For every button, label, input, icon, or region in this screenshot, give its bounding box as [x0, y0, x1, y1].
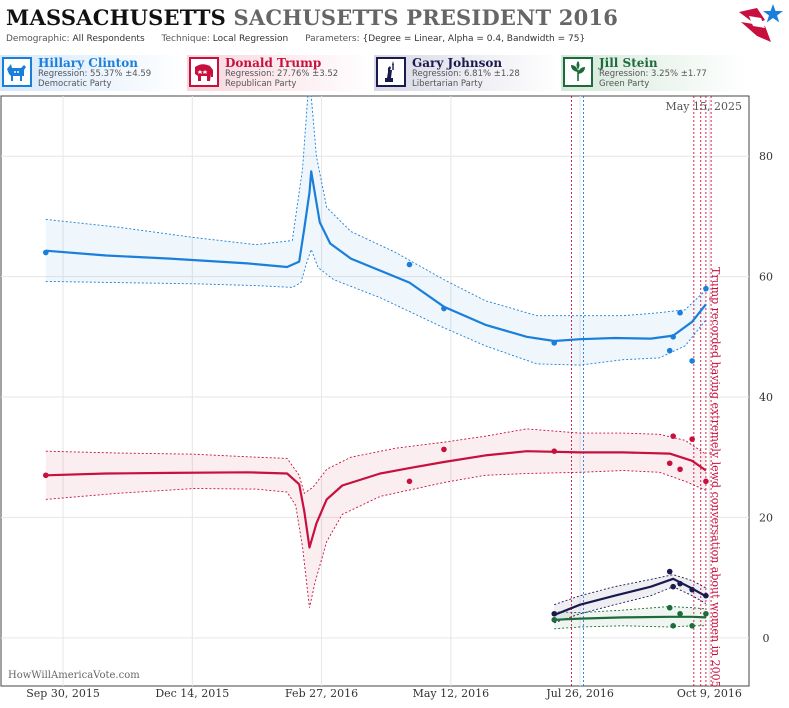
poll-point-hillary-clinton [551, 340, 558, 346]
lower-bound-gary-johnson [554, 586, 707, 624]
donkey-icon [2, 57, 32, 87]
y-tick-label: 40 [759, 391, 773, 404]
parameters-value: {Degree = Linear, Alpha = 0.4, Bandwidth… [362, 34, 586, 44]
parameters-label: Parameters: [305, 34, 360, 44]
poll-point-hillary-clinton [670, 334, 676, 340]
y-tick-label: 20 [759, 511, 773, 524]
x-tick-label: Oct 9, 2016 [677, 687, 742, 700]
poll-point-donald-trump [703, 478, 709, 485]
title-rest: SACHUSETTS PRESIDENT 2016 [233, 5, 619, 30]
x-tick-label: May 12, 2016 [413, 687, 490, 700]
technique-label: Technique: [161, 34, 210, 44]
candidate-regression: Regression: 55.37% ±4.59 [38, 69, 152, 79]
candidate-regression: Regression: 27.76% ±3.52 [225, 69, 339, 79]
header: MASSACHUSETTS SACHUSETTS PRESIDENT 2016 … [0, 0, 789, 52]
legend-item-johnson[interactable]: Gary Johnson Regression: 6.81% ±1.28 Lib… [374, 55, 559, 91]
chart-area: 0 20 40 60 80 Sep 30, 2015 Dec 14, 2015 Feb 27… [0, 95, 789, 704]
title-state: MASSACHUSETTS [6, 5, 227, 30]
demographic-value: All Respondents [72, 34, 145, 44]
legend-item-stein[interactable]: Jill Stein Regression: 3.25% ±1.77 Green… [561, 55, 746, 91]
candidate-party: Democratic Party [38, 79, 112, 89]
candidate-name: Hillary Clinton [38, 56, 138, 70]
y-tick-label: 0 [763, 632, 770, 645]
regression-line-donald-trump [45, 450, 707, 549]
plot-frame [0, 95, 750, 687]
candidate-party: Green Party [599, 79, 650, 89]
watermark: HowWillAmericaVote.com [8, 670, 140, 681]
poll-point-jill-stein [551, 616, 558, 623]
upper-bound-jill-stein [554, 606, 706, 614]
poll-point-donald-trump [551, 448, 558, 455]
poll-point-jill-stein [689, 622, 695, 629]
poll-point-gary-johnson [670, 583, 676, 590]
poll-point-donald-trump [43, 472, 49, 479]
poll-point-hillary-clinton [441, 305, 447, 312]
candidate-name: Donald Trump [225, 56, 322, 70]
candidate-legend: Hillary Clinton Regression: 55.37% ±4.59… [0, 55, 789, 93]
poll-point-donald-trump [441, 446, 447, 453]
upper-bound-hillary-clinton [45, 95, 707, 317]
x-tick-label: Jul 26, 2016 [545, 687, 614, 700]
poll-point-gary-johnson [666, 568, 673, 575]
lower-bound-hillary-clinton [45, 248, 707, 366]
parameters-line: Demographic: All Respondents Technique: … [6, 34, 585, 44]
lower-bound-donald-trump [45, 470, 707, 608]
regression-line-hillary-clinton [45, 170, 707, 343]
poll-point-hillary-clinton [666, 347, 673, 354]
legend-item-trump[interactable]: Donald Trump Regression: 27.76% ±3.52 Re… [187, 55, 372, 91]
poll-point-hillary-clinton [703, 285, 709, 292]
poll-point-donald-trump [666, 460, 673, 467]
elephant-icon [189, 57, 219, 87]
candidate-name: Jill Stein [599, 56, 658, 70]
poll-point-hillary-clinton [43, 249, 49, 256]
y-tick-label: 60 [759, 271, 773, 284]
poll-point-gary-johnson [677, 580, 683, 587]
legend-item-clinton[interactable]: Hillary Clinton Regression: 55.37% ±4.59… [0, 55, 185, 91]
poll-point-donald-trump [689, 436, 695, 442]
y-tick-label: 80 [759, 150, 773, 163]
statue-of-liberty-icon [376, 57, 406, 87]
date-label: May 15, 2025 [665, 100, 742, 113]
technique-value: Local Regression [212, 34, 289, 44]
candidate-party: Republican Party [225, 79, 297, 89]
poll-point-donald-trump [406, 478, 413, 485]
x-tick-label: Sep 30, 2015 [26, 687, 100, 700]
page-title: MASSACHUSETTS SACHUSETTS PRESIDENT 2016 [6, 5, 618, 30]
poll-point-jill-stein [670, 622, 676, 629]
x-tick-label: Feb 27, 2016 [285, 687, 358, 700]
candidate-regression: Regression: 3.25% ±1.77 [599, 69, 707, 79]
poll-point-jill-stein [666, 604, 673, 611]
candidate-regression: Regression: 6.81% ±1.28 [412, 69, 520, 79]
x-tick-label: Dec 14, 2015 [155, 687, 229, 700]
regression-chart: 0 20 40 60 80 Sep 30, 2015 Dec 14, 2015 Feb 27… [0, 95, 773, 700]
poll-point-hillary-clinton [406, 261, 413, 268]
poll-point-donald-trump [670, 433, 676, 439]
poll-point-gary-johnson [703, 592, 709, 599]
poll-point-gary-johnson [551, 610, 558, 617]
confidence-band-gary-johnson [554, 574, 706, 623]
demographic-label: Demographic: [6, 34, 70, 44]
upper-bound-donald-trump [45, 428, 707, 495]
poll-point-jill-stein [677, 610, 683, 617]
leaf-icon [563, 57, 593, 87]
site-logo-icon[interactable] [735, 2, 783, 48]
candidate-party: Libertarian Party [412, 79, 483, 89]
poll-point-hillary-clinton [677, 309, 683, 316]
event-annotation: Trump recorded having extremely lewd con… [709, 267, 722, 688]
poll-point-hillary-clinton [689, 358, 695, 364]
poll-point-jill-stein [703, 610, 709, 617]
candidate-name: Gary Johnson [412, 56, 503, 70]
poll-point-donald-trump [677, 466, 683, 473]
regression-line-jill-stein [554, 615, 706, 621]
poll-point-gary-johnson [689, 586, 695, 593]
upper-bound-gary-johnson [554, 574, 707, 606]
